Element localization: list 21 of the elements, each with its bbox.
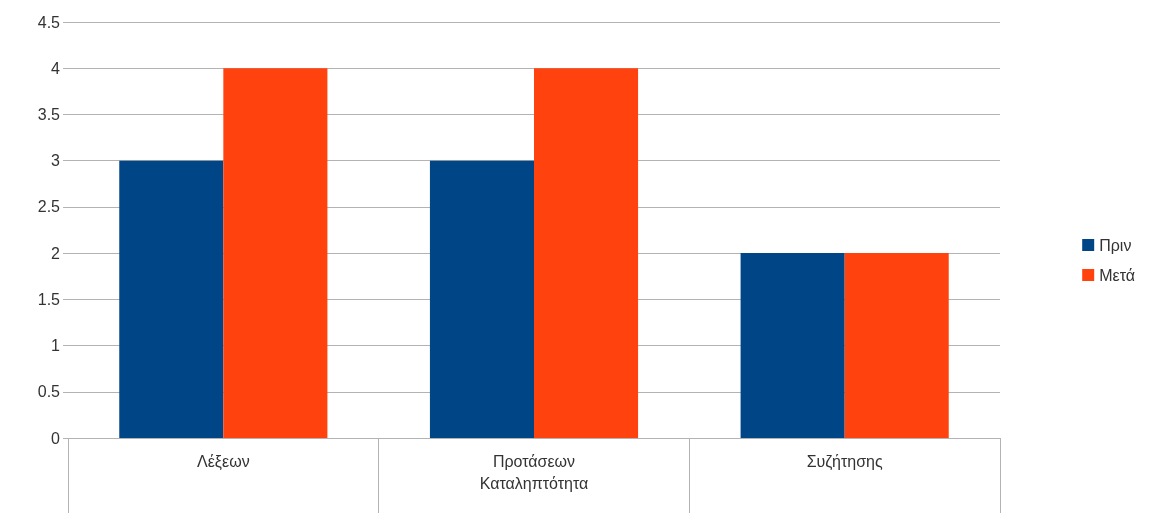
y-tick-label: 0: [51, 429, 61, 447]
bar: [740, 253, 845, 438]
y-tick-label: 2: [51, 244, 61, 262]
bar: [534, 68, 639, 438]
y-tick-label: 1.5: [37, 290, 61, 308]
y-tick-label: 3.5: [37, 105, 61, 123]
y-tick-label: 4: [51, 59, 61, 77]
legend-label: Μετά: [1099, 266, 1136, 284]
x-tick-label: Συζήτησης: [806, 452, 883, 471]
y-tick-label: 4.5: [37, 13, 61, 31]
bar: [429, 160, 534, 438]
bar: [223, 68, 328, 438]
bar: [844, 253, 949, 438]
y-tick-label: 3: [51, 152, 61, 170]
y-tick-label: 0.5: [37, 383, 61, 401]
y-tick-label: 1: [51, 337, 61, 355]
y-tick-label: 2.5: [37, 198, 61, 216]
x-tick-label: Προτάσεων Καταληπτότητα: [479, 452, 589, 492]
x-tick-label: Λέξεων: [197, 452, 250, 471]
bar: [119, 160, 224, 438]
legend-label: Πριν: [1099, 236, 1132, 254]
